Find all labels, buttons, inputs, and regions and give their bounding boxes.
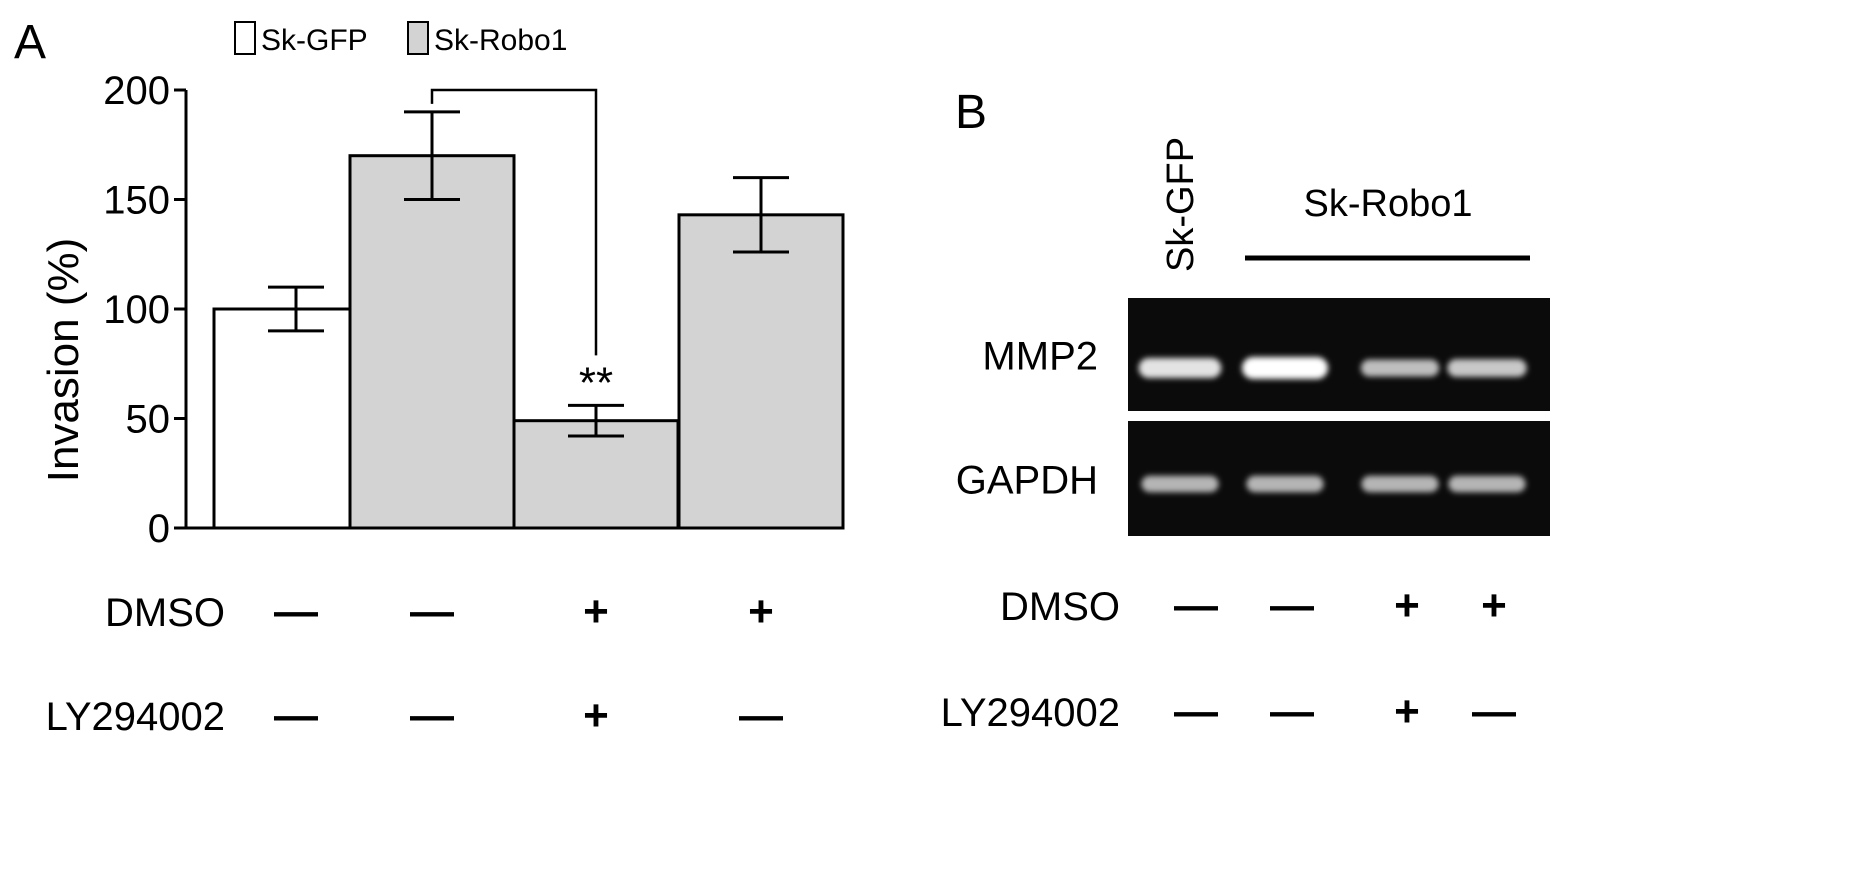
significance-bracket: ** (430, 88, 613, 407)
treatment-table-a: DMSO — — + + LY294002 — — + — (46, 587, 783, 740)
legend-swatch (234, 21, 256, 55)
band (1448, 475, 1526, 493)
treatment-mark: + (583, 691, 609, 740)
panel-b: B Sk-GFP Sk-Robo1 MMP2 GAPDH DMSO — — + + LY29… (941, 86, 1550, 736)
y-axis-label: Invasion (%) (39, 238, 88, 483)
band (1246, 475, 1324, 493)
lane-label-sk-gfp: Sk-GFP (1160, 137, 1202, 272)
treatment-mark: — (274, 587, 318, 636)
y-tick-label: 100 (103, 288, 170, 332)
blot-label-mmp2: MMP2 (982, 335, 1098, 379)
treatment-label-ly294002: LY294002 (46, 695, 225, 739)
treatment-mark-b: + (1394, 581, 1420, 630)
group-label-sk-robo1: Sk-Robo1 (1304, 183, 1473, 225)
treatment-mark: + (748, 587, 774, 636)
band (1361, 475, 1439, 493)
legend-label: Sk-GFP (261, 24, 368, 57)
error-bars (268, 110, 789, 438)
band (1242, 357, 1328, 379)
bars (212, 154, 845, 530)
treatment-mark-b: — (1174, 687, 1218, 736)
band (1141, 475, 1219, 493)
treatment-table-b: DMSO — — + + LY294002 — — + — (941, 581, 1516, 736)
treatment-mark-b: — (1270, 581, 1314, 630)
panel-b-label: B (955, 86, 987, 139)
treatment-label-b-ly294002: LY294002 (941, 691, 1120, 735)
treatment-mark: + (583, 587, 609, 636)
treatment-mark-b: — (1270, 687, 1314, 736)
treatment-mark-b: — (1472, 687, 1516, 736)
blot-mmp2 (1128, 298, 1550, 411)
panel-a: A Sk-GFP Sk-Robo1 Invasion (%) 0 50 100 150 2… (14, 16, 845, 740)
treatment-label-dmso: DMSO (105, 591, 225, 635)
treatment-mark: — (410, 691, 454, 740)
band (1138, 358, 1222, 378)
treatment-mark: — (274, 691, 318, 740)
treatment-mark: — (739, 691, 783, 740)
band (1447, 359, 1527, 377)
treatment-mark-b: + (1481, 581, 1507, 630)
y-tick-label: 200 (103, 69, 170, 113)
y-tick-label: 50 (126, 398, 171, 442)
treatment-mark-b: — (1174, 581, 1218, 630)
legend-label: Sk-Robo1 (434, 24, 567, 57)
y-tick-label: 0 (148, 507, 170, 551)
blot-label-gapdh: GAPDH (956, 459, 1098, 503)
treatment-label-b-dmso: DMSO (1000, 585, 1120, 629)
treatment-mark: — (410, 587, 454, 636)
significance-label: ** (579, 358, 613, 407)
band (1360, 359, 1440, 377)
treatment-mark-b: + (1394, 687, 1420, 736)
bar (677, 213, 845, 530)
legend: Sk-GFP Sk-Robo1 (234, 21, 567, 57)
legend-swatch (407, 21, 429, 55)
panel-a-label: A (14, 16, 46, 69)
y-tick-label: 150 (103, 179, 170, 223)
bar (348, 154, 516, 530)
blots: MMP2 GAPDH (956, 298, 1550, 536)
bracket-line (430, 88, 598, 356)
